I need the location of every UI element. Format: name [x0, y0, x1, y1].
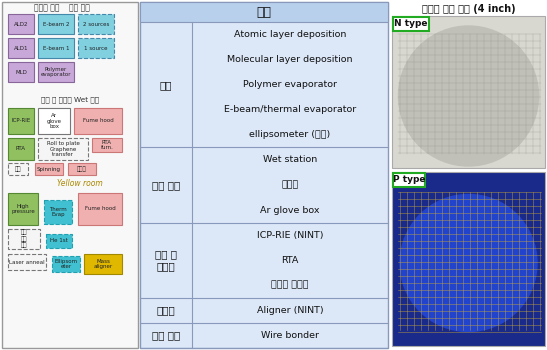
Text: 식각 및 열처리 Wet 공정: 식각 및 열처리 Wet 공정 — [41, 97, 99, 103]
Text: ALD1: ALD1 — [14, 46, 28, 50]
Text: RTA: RTA — [16, 147, 26, 152]
Bar — [78, 38, 114, 58]
Bar — [38, 138, 88, 160]
Text: 합판
공정
설비: 합판 공정 설비 — [21, 230, 27, 248]
Text: 유전체 증착    금속 증착: 유전체 증착 금속 증착 — [34, 4, 90, 13]
Text: RTA: RTA — [281, 256, 299, 265]
Text: 접합기: 접합기 — [77, 166, 87, 172]
Bar — [392, 172, 545, 346]
Text: Therm
Evap: Therm Evap — [49, 206, 67, 217]
Text: ALD2: ALD2 — [14, 21, 28, 27]
Bar — [393, 17, 429, 31]
Bar — [140, 2, 388, 348]
Text: P type: P type — [393, 175, 425, 184]
Text: Atomic layer deposition: Atomic layer deposition — [234, 30, 346, 39]
Bar — [393, 173, 425, 187]
Text: 고압: 고압 — [15, 166, 21, 172]
Bar — [8, 254, 46, 270]
Text: Wire bonder: Wire bonder — [261, 331, 319, 340]
Text: MLD: MLD — [15, 70, 27, 75]
Text: Yellow room: Yellow room — [57, 180, 103, 189]
Bar — [92, 138, 122, 152]
Text: Roll to plate
Graphene
transfer: Roll to plate Graphene transfer — [46, 141, 79, 157]
Text: ellipsometer (분석): ellipsometer (분석) — [249, 130, 330, 139]
Bar — [8, 193, 38, 225]
Text: Ar
glove
box: Ar glove box — [46, 113, 61, 129]
Bar — [44, 200, 72, 224]
Bar — [8, 62, 34, 82]
Text: 대면적 공정 결과 (4 inch): 대면적 공정 결과 (4 inch) — [422, 4, 515, 14]
Circle shape — [400, 195, 537, 331]
Circle shape — [399, 26, 538, 166]
Bar — [35, 163, 63, 175]
Text: 1 source: 1 source — [84, 46, 108, 50]
Text: High
pressure: High pressure — [11, 204, 35, 215]
Bar — [38, 38, 74, 58]
Text: E-beam 1: E-beam 1 — [43, 46, 69, 50]
Bar — [392, 16, 545, 168]
Bar — [74, 108, 122, 134]
Bar — [8, 163, 28, 175]
Text: E-beam/thermal evaporator: E-beam/thermal evaporator — [224, 105, 356, 114]
Text: 흄후드: 흄후드 — [281, 181, 299, 189]
Text: 2 sources: 2 sources — [83, 21, 109, 27]
Text: Fume hood: Fume hood — [83, 119, 113, 124]
Text: Spinning: Spinning — [37, 167, 61, 172]
Text: Wet station: Wet station — [263, 155, 317, 164]
Bar — [8, 108, 34, 134]
Text: Molecular layer deposition: Molecular layer deposition — [227, 55, 353, 64]
Bar — [8, 138, 34, 160]
Text: 패터닝: 패터닝 — [156, 306, 176, 315]
Text: Fume hood: Fume hood — [85, 206, 115, 211]
Text: 고진공 열처리: 고진공 열처리 — [271, 281, 309, 290]
Text: ICP-RIE: ICP-RIE — [11, 119, 31, 124]
Bar — [38, 62, 74, 82]
Text: 집적 공정: 집적 공정 — [152, 330, 180, 341]
Text: ICP-RIE (NINT): ICP-RIE (NINT) — [257, 231, 323, 240]
Bar — [84, 254, 122, 274]
Text: Aligner (NINT): Aligner (NINT) — [257, 306, 323, 315]
Text: 기타 공정: 기타 공정 — [152, 180, 180, 190]
Bar — [38, 14, 74, 34]
Text: Ellipsom
eter: Ellipsom eter — [55, 259, 78, 270]
Text: He 1st: He 1st — [50, 238, 68, 244]
Text: 증착: 증착 — [160, 80, 172, 90]
Bar — [78, 193, 122, 225]
Bar — [8, 14, 34, 34]
Bar — [2, 2, 138, 348]
Bar — [8, 38, 34, 58]
Text: 식각 및
열처리: 식각 및 열처리 — [155, 250, 177, 271]
Text: RTA
furn.: RTA furn. — [101, 140, 113, 150]
Bar — [68, 163, 96, 175]
Bar — [140, 2, 388, 22]
Text: 장비: 장비 — [257, 6, 271, 19]
Bar — [38, 108, 70, 134]
Bar — [78, 14, 114, 34]
Text: N type: N type — [394, 20, 428, 28]
Text: Ar glove box: Ar glove box — [260, 205, 320, 215]
Bar — [8, 229, 40, 249]
Text: Laser anneal: Laser anneal — [9, 259, 45, 265]
Text: E-beam 2: E-beam 2 — [43, 21, 69, 27]
Text: Mass
aligner: Mass aligner — [94, 259, 113, 270]
Text: Polymer evaporator: Polymer evaporator — [243, 80, 337, 89]
Text: Polymer
evaporator: Polymer evaporator — [40, 66, 71, 77]
Bar — [52, 256, 80, 272]
Bar — [46, 234, 72, 248]
